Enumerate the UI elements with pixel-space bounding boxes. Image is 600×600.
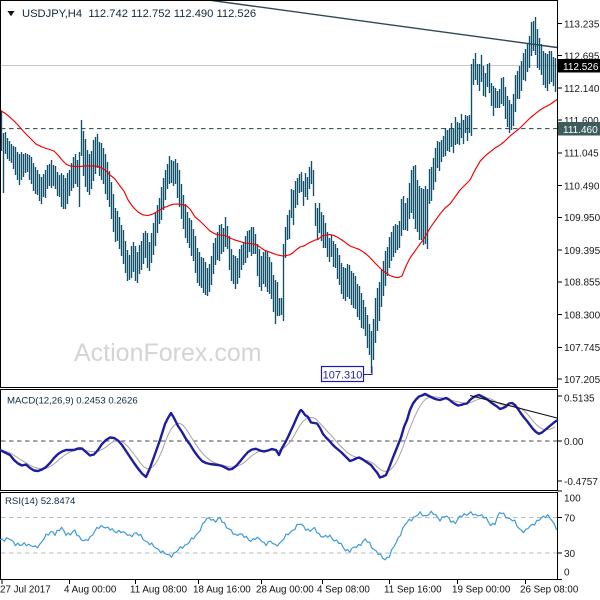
svg-text:70: 70 bbox=[564, 513, 576, 524]
svg-text:4 Sep 08:00: 4 Sep 08:00 bbox=[317, 585, 370, 596]
svg-text:108.855: 108.855 bbox=[564, 278, 600, 289]
svg-text:109.950: 109.950 bbox=[564, 213, 600, 224]
svg-text:-0.4757: -0.4757 bbox=[564, 477, 598, 488]
svg-text:0.5135: 0.5135 bbox=[564, 394, 595, 405]
svg-text:112.140: 112.140 bbox=[564, 84, 600, 95]
svg-text:USDJPY,H4 112.742 112.752 112: USDJPY,H4 112.742 112.752 112.490 112.52… bbox=[22, 8, 256, 20]
svg-text:111.045: 111.045 bbox=[564, 149, 599, 160]
svg-text:100: 100 bbox=[564, 493, 581, 504]
svg-text:11 Aug 08:00: 11 Aug 08:00 bbox=[130, 585, 188, 596]
svg-text:11 Sep 16:00: 11 Sep 16:00 bbox=[384, 585, 442, 596]
svg-text:4 Aug 00:00: 4 Aug 00:00 bbox=[64, 585, 117, 596]
svg-text:113.235: 113.235 bbox=[564, 20, 600, 31]
svg-text:30: 30 bbox=[564, 549, 576, 560]
svg-text:111.460: 111.460 bbox=[563, 125, 598, 136]
svg-text:19 Sep 00:00: 19 Sep 00:00 bbox=[452, 585, 511, 596]
svg-text:107.310: 107.310 bbox=[323, 370, 363, 382]
svg-text:18 Aug 16:00: 18 Aug 16:00 bbox=[193, 585, 251, 596]
svg-text:28 Aug 00:00: 28 Aug 00:00 bbox=[256, 585, 314, 596]
svg-text:MACD(12,26,9) 0.2453 0.2626: MACD(12,26,9) 0.2453 0.2626 bbox=[7, 396, 138, 407]
svg-text:0: 0 bbox=[564, 567, 570, 578]
svg-text:27 Jul 2017: 27 Jul 2017 bbox=[0, 585, 51, 596]
svg-text:112.526: 112.526 bbox=[563, 62, 599, 73]
svg-text:109.395: 109.395 bbox=[564, 246, 600, 257]
svg-text:108.300: 108.300 bbox=[564, 310, 600, 321]
svg-text:0.00: 0.00 bbox=[564, 437, 584, 448]
svg-text:111.600: 111.600 bbox=[564, 116, 599, 127]
svg-text:RSI(14) 52.8474: RSI(14) 52.8474 bbox=[5, 496, 76, 507]
svg-text:110.490: 110.490 bbox=[564, 181, 600, 192]
svg-text:112.695: 112.695 bbox=[564, 51, 600, 62]
svg-text:107.205: 107.205 bbox=[564, 375, 600, 386]
svg-text:26 Sep 08:00: 26 Sep 08:00 bbox=[520, 585, 579, 596]
svg-text:ActionForex.com: ActionForex.com bbox=[74, 339, 262, 367]
svg-text:107.745: 107.745 bbox=[564, 343, 600, 354]
